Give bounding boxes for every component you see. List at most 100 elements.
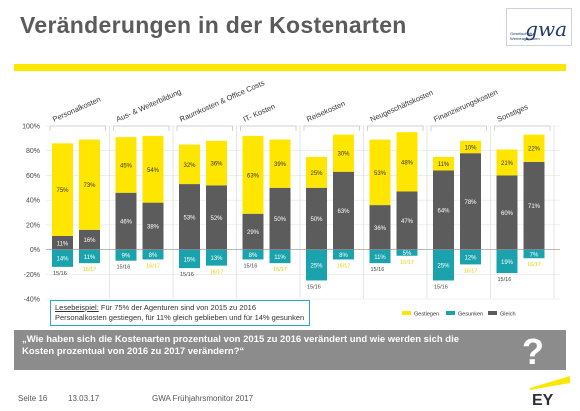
period-label: 16/17 [527, 262, 541, 268]
bar-gleich [460, 153, 481, 250]
bar-gestiegen [496, 149, 518, 176]
data-label-gestiegen: 73% [83, 183, 96, 189]
bar-gestiegen [369, 139, 391, 206]
group-bracket [240, 125, 297, 131]
footer-source: GWA Frühjahrsmonitor 2017 [152, 394, 254, 403]
bar-gleich [496, 175, 518, 250]
question-mark-icon: ? [522, 331, 544, 372]
data-label-gesunken: 19% [501, 260, 514, 266]
y-tick-label: 100% [22, 124, 40, 131]
bar-gestiegen [460, 140, 481, 154]
group-bracket [49, 125, 106, 131]
data-label-gesunken: 8% [249, 253, 258, 259]
data-label-gesunken: 14% [56, 257, 69, 263]
data-label-gestiegen: 32% [183, 163, 196, 169]
bar-gestiegen [115, 137, 137, 193]
bar-gleich [333, 171, 354, 250]
example-line2: Personalkosten gestiegen, für 11% gleich… [55, 313, 305, 322]
data-label-gestiegen: 21% [501, 161, 514, 167]
bar-gestiegen [79, 139, 100, 230]
bar-gesunken [269, 249, 291, 264]
y-tick-label: -20% [24, 272, 40, 279]
bar-gleich [433, 170, 454, 250]
period-label: 15/16 [53, 271, 67, 277]
legend-swatch-gesunken [446, 311, 455, 315]
stacked-bar-chart: -40% -20% 0% 20% 40% 60% 80% 100% Personalkosten… [22, 78, 560, 318]
data-label-gesunken: 7% [530, 252, 539, 258]
legend-label-gleich: Gleich [500, 312, 516, 318]
data-label-gleich: 50% [310, 217, 323, 223]
data-label-gesunken: 8% [149, 253, 158, 259]
gwa-logo: Gesellschaft Werbeagenturen gwa [506, 8, 572, 46]
group-label: IT- Kosten [242, 102, 277, 124]
period-label: 15/16 [434, 284, 448, 290]
example-line1: Für 75% der Agenturen sind von 2015 zu 2… [100, 303, 256, 312]
data-label-gesunken: 13% [210, 256, 223, 262]
ey-logo-text: EY [532, 392, 554, 408]
data-label-gesunken: 5% [403, 251, 412, 257]
bar-gestiegen [142, 135, 164, 203]
data-label-gleich: 11% [57, 241, 69, 247]
group-label: Neugeschäftskosten [369, 88, 435, 124]
data-label-gleich: 64% [437, 209, 450, 215]
data-label-gesunken: 9% [122, 254, 131, 260]
data-label-gesunken: 15% [183, 257, 196, 263]
bar-gleich [306, 187, 327, 250]
bar-gleich [396, 191, 418, 250]
bar-gleich [179, 184, 200, 250]
data-label-gestiegen: 53% [374, 171, 387, 177]
bar-gesunken [142, 249, 164, 260]
footer: Seite 16 13.03.17 GWA Frühjahrsmonitor 2… [0, 390, 580, 408]
legend-label-gestiegen: Gestiegen [414, 312, 439, 318]
data-label-gesunken: 8% [339, 253, 348, 259]
data-label-gestiegen: 11% [438, 162, 450, 168]
data-label-gleich: 50% [274, 217, 287, 223]
data-label-gestiegen: 25% [310, 171, 323, 177]
period-label: 15/16 [180, 272, 194, 278]
bar-gesunken [369, 249, 391, 264]
data-label-gestiegen: 75% [56, 188, 69, 194]
logo-text: Gesellschaft Werbeagenturen [510, 31, 540, 41]
y-tick-label: 20% [26, 222, 40, 229]
period-label: 16/17 [400, 260, 414, 266]
legend-swatch-gestiegen [402, 311, 411, 315]
data-label-gestiegen: 63% [247, 173, 260, 179]
bar-gestiegen [52, 143, 73, 236]
bar-gesunken [79, 249, 100, 264]
group-bracket [176, 125, 233, 131]
accent-bar [14, 64, 566, 71]
data-label-gleich: 78% [464, 200, 477, 206]
example-label: Lesebeispiel: [55, 303, 99, 312]
group-bracket [494, 125, 551, 131]
period-label: 16/17 [83, 267, 97, 273]
data-label-gleich: 53% [183, 215, 196, 221]
data-label-gesunken: 12% [464, 255, 477, 261]
data-label-gleich: 38% [147, 225, 160, 231]
ey-logo: EY [530, 376, 570, 408]
bar-gleich [79, 229, 100, 250]
y-tick-label: 80% [26, 148, 40, 155]
data-label-gleich: 36% [374, 226, 387, 232]
period-label: 16/17 [146, 263, 160, 269]
group-bracket [430, 125, 487, 131]
period-label: 16/17 [464, 268, 478, 274]
bar-gesunken [306, 249, 327, 281]
reading-example-box: Lesebeispiel: Für 75% der Agenturen sind… [50, 300, 310, 326]
bar-gleich [115, 192, 137, 250]
bar-gleich [142, 202, 164, 250]
data-label-gestiegen: 39% [274, 162, 287, 168]
bar-gestiegen [306, 156, 327, 188]
group-bracket [113, 125, 170, 131]
bar-gleich [523, 161, 545, 250]
data-label-gleich: 47% [401, 219, 414, 225]
period-label: 15/16 [371, 267, 385, 273]
bar-gestiegen [333, 134, 354, 172]
bar-gesunken [523, 249, 545, 259]
y-tick-label: 40% [26, 198, 40, 205]
data-label-gestiegen: 48% [401, 160, 414, 166]
data-label-gleich: 63% [337, 209, 350, 215]
page-title: Veränderungen in der Kostenarten [20, 12, 407, 38]
period-label: 15/16 [244, 263, 258, 269]
bar-gleich [242, 213, 264, 250]
group-label: Aus- & Weiterbildung [115, 87, 183, 124]
